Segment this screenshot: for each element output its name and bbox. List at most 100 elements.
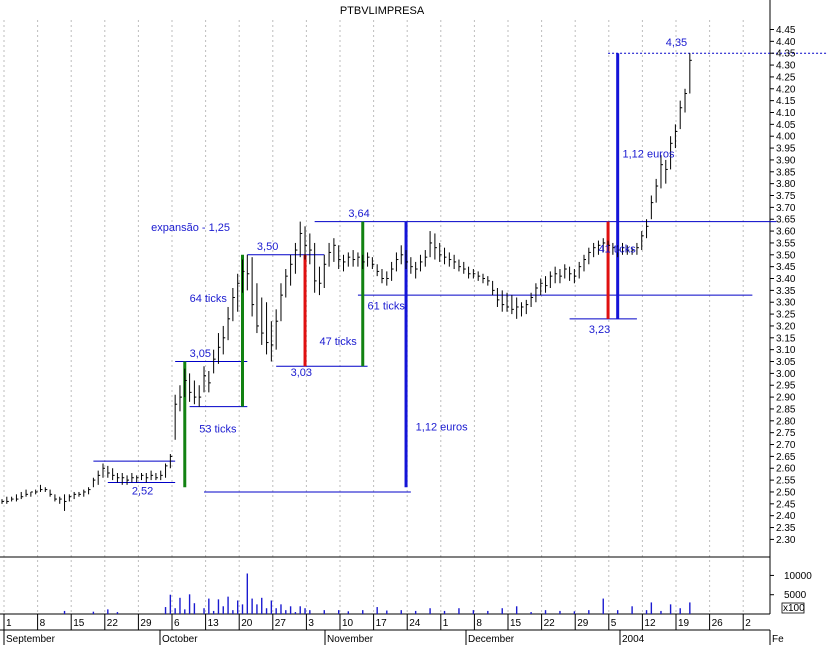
price-tick-label: 3.30: [776, 298, 796, 309]
month-label: 2004: [622, 634, 645, 645]
price-bar: [97, 470, 101, 485]
price-tick-label: 2.90: [776, 393, 796, 404]
x-tick-label: 15: [73, 618, 85, 629]
price-tick-label: 2.45: [776, 499, 796, 510]
price-bar: [290, 254, 293, 286]
x-tick-label: 15: [510, 618, 522, 629]
price-bar: [646, 219, 649, 239]
price-tick-label: 4.25: [776, 72, 796, 83]
price-bar: [165, 463, 168, 478]
price-bar: [251, 257, 255, 317]
price-bar: [362, 254, 365, 270]
price-bar: [554, 266, 558, 284]
price-bar: [410, 257, 413, 274]
price-bar: [78, 491, 81, 497]
price-bar: [578, 261, 582, 279]
volume-unit-box: [781, 602, 805, 614]
price-bar: [564, 264, 567, 279]
price-bar: [679, 100, 683, 130]
price-bar: [314, 242, 317, 293]
price-bar: [83, 489, 86, 497]
price-bar: [285, 269, 288, 298]
price-bar: [496, 288, 500, 307]
price-bar: [299, 221, 303, 258]
price-tick-label: 2.35: [776, 523, 796, 534]
price-bar: [520, 302, 524, 317]
price-tick-label: 3.25: [776, 310, 796, 321]
price-bar: [689, 53, 692, 94]
price-tick-label: 3.85: [776, 167, 796, 178]
price-bar: [169, 454, 173, 469]
price-bar: [44, 487, 48, 492]
price-bar: [242, 259, 245, 293]
x-tick-label: 19: [678, 618, 690, 629]
price-bar: [573, 269, 577, 284]
price-bar: [549, 271, 553, 288]
price-bar: [189, 373, 192, 402]
price-tick-label: 3.95: [776, 144, 796, 155]
price-tick-label: 3.10: [776, 345, 796, 356]
volume-tick-label: 10000: [784, 571, 812, 582]
price-bar: [588, 247, 591, 265]
price-bar: [516, 297, 519, 319]
price-tick-label: 2.95: [776, 381, 796, 392]
price-tick-label: 3.80: [776, 179, 796, 190]
price-tick-label: 3.05: [776, 357, 796, 368]
annotation-label: 3,23: [589, 324, 610, 336]
price-bar: [468, 266, 471, 279]
price-bar: [357, 252, 360, 267]
x-tick-label: 1: [443, 618, 449, 629]
x-tick-label: 26: [712, 618, 724, 629]
price-tick-label: 4.30: [776, 61, 796, 72]
annotation-label: 1,12 euros: [416, 421, 468, 433]
price-bar: [232, 288, 235, 322]
price-bar: [482, 273, 485, 284]
price-bar: [261, 297, 264, 345]
price-bar: [54, 494, 57, 502]
price-tick-label: 2.70: [776, 440, 796, 451]
price-bar: [198, 385, 202, 407]
price-bar: [444, 247, 447, 265]
price-bar: [145, 472, 149, 483]
price-tick-label: 2.60: [776, 464, 796, 475]
price-bar: [492, 280, 495, 296]
price-bar: [545, 276, 548, 293]
month-label: September: [6, 634, 56, 645]
price-bar: [655, 178, 659, 203]
x-tick-label: 13: [208, 618, 220, 629]
price-bar: [477, 271, 481, 281]
annotation-label: 2,52: [132, 485, 153, 497]
price-bar: [155, 472, 158, 481]
price-bar: [107, 465, 110, 478]
price-bar: [309, 233, 312, 265]
month-label: October: [162, 634, 198, 645]
annotation-label: 53 ticks: [199, 424, 237, 436]
annotation-label: 3,64: [348, 208, 369, 220]
price-bar: [347, 252, 351, 267]
price-bar: [294, 242, 298, 274]
price-bar: [15, 494, 19, 502]
x-tick-label: 6: [174, 618, 180, 629]
chart-title: PTBVLIMPRESA: [340, 5, 425, 17]
price-bar: [352, 250, 356, 267]
price-bar: [400, 245, 404, 265]
price-bar: [650, 195, 654, 220]
price-bar: [597, 240, 601, 255]
price-tick-label: 3.55: [776, 238, 796, 249]
price-tick-label: 3.00: [776, 369, 796, 380]
x-tick-label: 8: [476, 618, 482, 629]
price-bar: [458, 259, 461, 272]
price-bar: [256, 283, 259, 334]
price-bar: [429, 231, 433, 258]
price-bar: [631, 247, 635, 255]
price-bar: [395, 252, 399, 272]
x-tick-label: 3: [308, 618, 314, 629]
x-tick-label: 5: [611, 618, 617, 629]
price-bar: [525, 299, 529, 315]
price-tick-label: 2.30: [776, 535, 796, 546]
price-tick-label: 3.90: [776, 155, 796, 166]
price-bar: [405, 250, 409, 270]
price-bar: [318, 266, 322, 296]
x-tick-label: 2: [745, 618, 751, 629]
price-bar: [88, 487, 91, 495]
